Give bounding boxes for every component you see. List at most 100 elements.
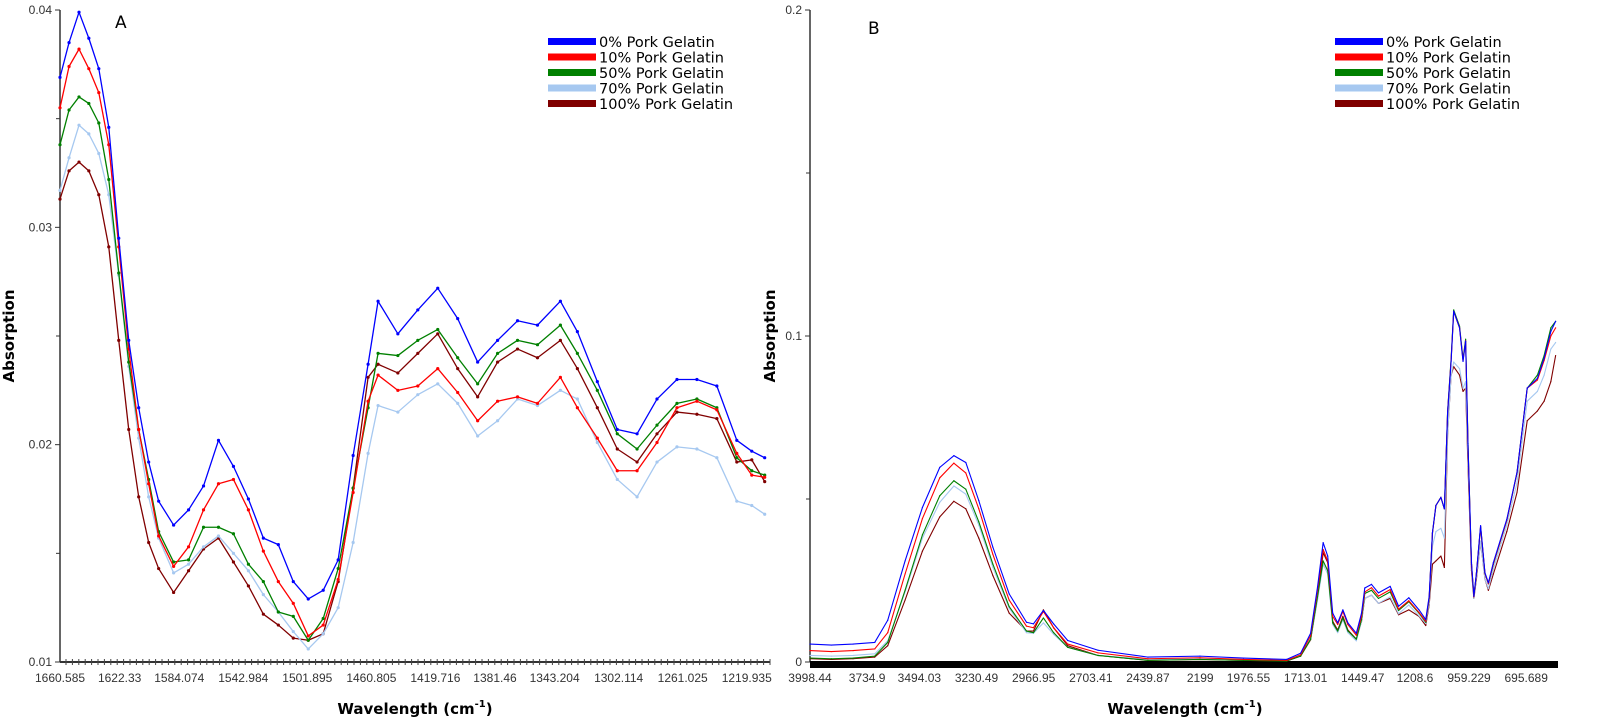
data-point	[231, 464, 236, 468]
data-point	[276, 623, 280, 627]
data-point	[1431, 563, 1434, 565]
data-point	[321, 632, 325, 636]
data-point	[67, 108, 71, 112]
data-point	[1370, 589, 1373, 591]
data-point	[675, 377, 679, 382]
data-point	[978, 524, 980, 526]
data-point	[1355, 640, 1357, 642]
y-axis-title: Absorption	[761, 289, 779, 382]
data-point	[1440, 555, 1442, 557]
data-point	[763, 512, 767, 516]
series-line	[810, 342, 1557, 661]
data-point	[1506, 531, 1508, 533]
data-point	[595, 436, 599, 440]
data-point	[201, 545, 206, 549]
data-point	[107, 143, 111, 147]
data-point	[1199, 658, 1201, 660]
series-line	[59, 96, 765, 641]
data-point	[575, 330, 579, 334]
data-point	[436, 286, 440, 290]
data-point	[456, 390, 460, 395]
data-point	[1347, 632, 1349, 634]
data-point	[904, 560, 906, 562]
data-point	[852, 654, 854, 657]
data-point	[1342, 609, 1344, 611]
data-point	[1042, 609, 1045, 612]
data-point	[77, 10, 81, 14]
data-point	[351, 490, 355, 495]
data-point	[939, 466, 941, 468]
data-point	[1487, 588, 1489, 590]
data-point	[147, 540, 151, 545]
data-point	[887, 641, 889, 644]
data-point	[675, 445, 679, 449]
data-point	[953, 462, 955, 464]
data-point	[1408, 609, 1410, 611]
y-tick-label: 0.2	[785, 3, 802, 17]
data-point	[1389, 585, 1391, 587]
data-point	[1408, 600, 1410, 602]
data-point	[750, 458, 754, 462]
x-tick-label: 2439.87	[1126, 671, 1170, 685]
data-point	[1053, 627, 1055, 629]
data-point	[515, 395, 520, 399]
series-10-pork-gelatin	[58, 47, 767, 638]
data-point	[921, 517, 924, 520]
data-point	[1332, 612, 1334, 614]
x-axis-title-main: Wavelength (cm	[337, 700, 474, 718]
data-point	[376, 351, 380, 355]
data-point	[1398, 613, 1400, 615]
data-point	[1316, 596, 1319, 598]
data-point	[376, 403, 380, 408]
data-point	[1355, 632, 1357, 634]
data-point	[231, 532, 236, 536]
data-point	[396, 353, 400, 358]
series-line	[59, 11, 765, 600]
data-point	[1516, 491, 1518, 494]
data-point	[306, 638, 310, 642]
legend-label: 70% Pork Gelatin	[599, 82, 724, 98]
data-point	[735, 451, 739, 455]
data-point	[1053, 632, 1055, 634]
data-point	[1479, 540, 1482, 542]
data-point	[1453, 361, 1455, 363]
data-point	[456, 401, 460, 405]
x-tick-label: 1419.716	[410, 671, 460, 685]
legend-swatch	[1335, 53, 1383, 61]
data-point	[172, 571, 176, 575]
data-point	[715, 456, 719, 460]
y-tick-label: 0	[795, 655, 802, 669]
data-point	[695, 399, 699, 403]
data-point	[1322, 560, 1324, 562]
data-point	[416, 351, 420, 355]
data-point	[655, 440, 659, 445]
legend-swatch	[1335, 84, 1383, 92]
data-point	[1475, 572, 1478, 574]
data-point	[874, 648, 876, 650]
y-tick-label: 0.04	[29, 3, 53, 17]
data-point	[87, 169, 91, 173]
x-axis-title-superscript: -1	[1245, 699, 1256, 710]
data-point	[1516, 482, 1518, 484]
x-tick-label: 2703.41	[1069, 671, 1113, 685]
data-point	[476, 395, 480, 399]
data-point	[1025, 632, 1028, 634]
data-point	[58, 188, 62, 192]
legend-label: 10% Pork Gelatin	[1386, 51, 1511, 67]
data-point	[306, 634, 310, 638]
data-point	[655, 432, 659, 436]
y-tick-label: 0.01	[29, 655, 53, 669]
data-point	[1042, 617, 1045, 619]
data-point	[172, 590, 176, 595]
data-point	[904, 599, 906, 601]
data-point	[1465, 340, 1467, 342]
data-point	[1473, 595, 1475, 597]
data-point	[416, 338, 420, 342]
panel-a-chart: 0.01 0.02 0.03 0.04 1660.585 1622.33 1584.074 1…	[0, 3, 772, 718]
data-point	[476, 434, 480, 438]
data-point	[830, 658, 832, 660]
legend-label: 70% Pork Gelatin	[1386, 82, 1511, 98]
data-point	[904, 589, 906, 591]
data-point	[1555, 341, 1557, 344]
data-point	[147, 460, 151, 464]
